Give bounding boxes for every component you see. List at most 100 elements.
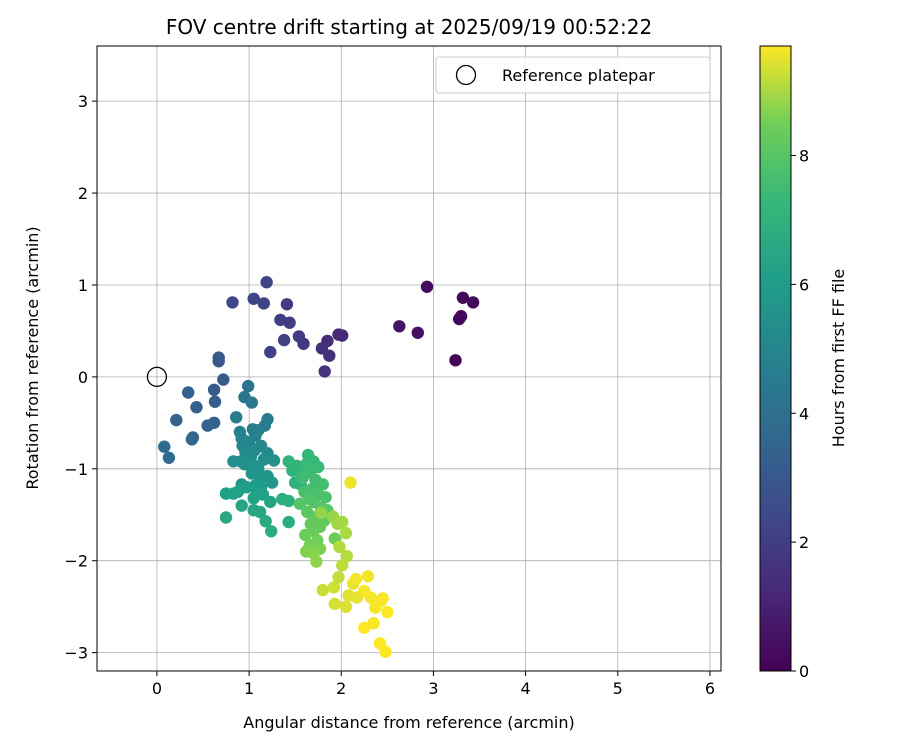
x-tick-label: 3	[428, 679, 438, 698]
data-point	[235, 499, 248, 512]
data-point	[277, 333, 291, 347]
data-point	[411, 326, 424, 339]
data-point	[186, 431, 200, 444]
x-tick-label: 0	[152, 679, 162, 698]
legend-box	[435, 56, 711, 94]
data-point	[299, 528, 312, 542]
data-point	[245, 396, 258, 409]
y-tick-label: −1	[64, 460, 88, 479]
x-tick-label: 6	[705, 679, 715, 698]
y-tick-label: −2	[64, 552, 88, 571]
data-point	[314, 506, 328, 520]
data-point	[393, 320, 406, 333]
data-point	[315, 342, 329, 355]
data-point	[319, 491, 332, 504]
data-point	[339, 526, 353, 540]
data-point	[207, 416, 221, 429]
data-points	[158, 276, 480, 658]
data-point	[212, 351, 225, 364]
data-point	[420, 280, 434, 293]
x-axis-label: Angular distance from reference (arcmin)	[243, 713, 574, 732]
y-axis-ticks: −3 −2 −1 0 1 2 3	[64, 92, 97, 663]
legend: Reference platepar	[435, 56, 711, 94]
y-axis-label: Rotation from reference (arcmin)	[23, 226, 42, 489]
data-point	[238, 458, 251, 471]
data-point	[381, 606, 394, 619]
data-point	[336, 559, 349, 572]
colorbar-tick-label: 8	[799, 147, 809, 166]
data-point	[247, 492, 260, 505]
data-point	[379, 645, 392, 658]
data-point	[226, 296, 239, 309]
data-point	[162, 451, 176, 464]
data-point	[259, 515, 272, 528]
y-tick-label: −3	[64, 644, 88, 663]
data-point	[230, 411, 243, 424]
data-point	[358, 621, 371, 634]
x-tick-label: 4	[521, 679, 531, 698]
data-point	[292, 330, 306, 343]
data-point	[208, 395, 222, 408]
data-point	[182, 386, 195, 399]
data-point	[170, 413, 183, 427]
colorbar-tick-label: 2	[799, 533, 809, 552]
chart-title: FOV centre drift starting at 2025/09/19 …	[166, 15, 652, 39]
data-point	[332, 571, 345, 584]
data-point	[227, 487, 240, 500]
data-point	[301, 505, 314, 519]
data-point	[361, 570, 375, 583]
x-tick-label: 1	[244, 679, 254, 698]
data-point	[296, 471, 309, 485]
data-point	[333, 540, 346, 554]
x-tick-label: 2	[336, 679, 346, 698]
data-point	[219, 511, 233, 524]
data-point	[318, 365, 331, 378]
data-point	[260, 276, 273, 289]
data-point	[264, 495, 277, 509]
data-point	[327, 581, 341, 594]
data-point	[257, 297, 270, 310]
x-tick-label: 5	[613, 679, 623, 698]
data-point	[190, 401, 203, 414]
data-point	[316, 478, 329, 491]
colorbar-tick-label: 6	[799, 275, 809, 294]
data-point	[316, 583, 329, 597]
y-tick-label: 1	[78, 276, 88, 295]
colorbar-ticks: 0 2 4 6 8	[791, 147, 809, 681]
colorbar-tick-label: 0	[799, 662, 809, 681]
data-point	[247, 292, 260, 305]
data-point	[227, 455, 240, 468]
data-point	[344, 476, 357, 489]
data-point	[253, 505, 267, 519]
legend-label: Reference platepar	[502, 66, 655, 85]
y-tick-label: 3	[78, 92, 88, 111]
data-point	[364, 591, 377, 604]
data-point	[367, 617, 380, 630]
colorbar: 0 2 4 6 8 Hours from first FF file	[759, 45, 848, 681]
data-point	[158, 440, 171, 453]
data-point	[282, 515, 295, 529]
data-point	[257, 453, 270, 466]
data-point	[265, 476, 279, 489]
data-point	[282, 455, 295, 468]
data-point	[449, 354, 462, 367]
data-point	[242, 379, 255, 393]
data-point	[274, 313, 287, 327]
x-axis-ticks: 0 1 2 3 4 5 6	[152, 671, 715, 698]
reference-platepar-marker	[146, 366, 168, 388]
data-point	[217, 373, 230, 386]
data-point	[207, 383, 221, 396]
data-point	[267, 454, 281, 467]
plot-area-frame	[96, 45, 722, 672]
y-tick-label: 2	[78, 184, 88, 203]
colorbar-tick-label: 4	[799, 404, 809, 423]
data-point	[456, 291, 470, 304]
grid-lines	[97, 46, 721, 671]
data-point	[265, 525, 278, 538]
plot-area-background	[97, 46, 721, 671]
data-point	[332, 328, 345, 341]
data-point	[282, 494, 295, 508]
data-point	[280, 298, 294, 311]
data-point	[293, 497, 306, 510]
